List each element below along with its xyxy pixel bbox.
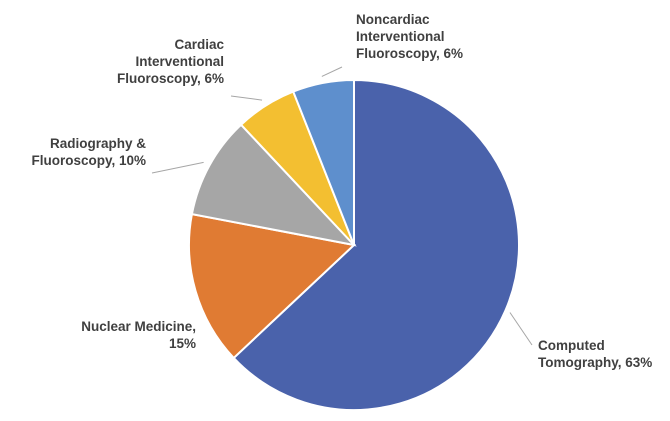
slice-label-noncardiac-interventional-fluoroscopy: Noncardiac Interventional Fluoroscopy, 6% — [356, 12, 463, 61]
pie-slice-nuclear-medicine — [188, 212, 357, 360]
slice-label-cardiac-interventional-fluoroscopy: Cardiac Interventional Fluoroscopy, 6% — [117, 37, 225, 86]
slice-label-computed-tomography: Computed Tomography, 63% — [538, 338, 652, 370]
slice-label-radiography-fluoroscopy: Radiography & Fluoroscopy, 10% — [31, 136, 146, 168]
leader-line-noncardiac-interventional-fluoroscopy — [321, 66, 343, 77]
slice-label-line: Radiography & — [50, 136, 146, 151]
slice-labels: Computed Tomography, 63% Nuclear Medicine,… — [31, 12, 652, 370]
slice-label-nuclear-medicine: Nuclear Medicine, 15% — [81, 319, 196, 351]
slice-label-line: 15% — [169, 336, 196, 351]
leader-lines — [151, 66, 533, 346]
pie-slice-noncardiac-interventional-fluoroscopy — [291, 78, 355, 246]
slice-label-line: Fluoroscopy, 6% — [356, 46, 463, 61]
pie-slice-computed-tomography — [232, 78, 520, 411]
leader-line-computed-tomography — [509, 312, 533, 346]
leader-line-radiography-fluoroscopy — [151, 161, 204, 174]
slice-label-line: Cardiac — [174, 37, 224, 52]
pie-slice-radiography-fluoroscopy — [190, 123, 357, 247]
slice-label-line: Nuclear Medicine, — [81, 319, 196, 334]
slice-label-line: Interventional — [135, 54, 224, 69]
pie-slices — [188, 78, 520, 411]
slice-label-line: Computed — [538, 338, 605, 353]
leader-line-cardiac-interventional-fluoroscopy — [230, 95, 263, 101]
slice-label-line: Fluoroscopy, 6% — [117, 71, 224, 86]
slice-label-line: Interventional — [356, 29, 445, 44]
slice-label-line: Tomography, 63% — [538, 355, 652, 370]
slice-label-line: Fluoroscopy, 10% — [31, 153, 146, 168]
slice-label-line: Noncardiac — [356, 12, 430, 27]
